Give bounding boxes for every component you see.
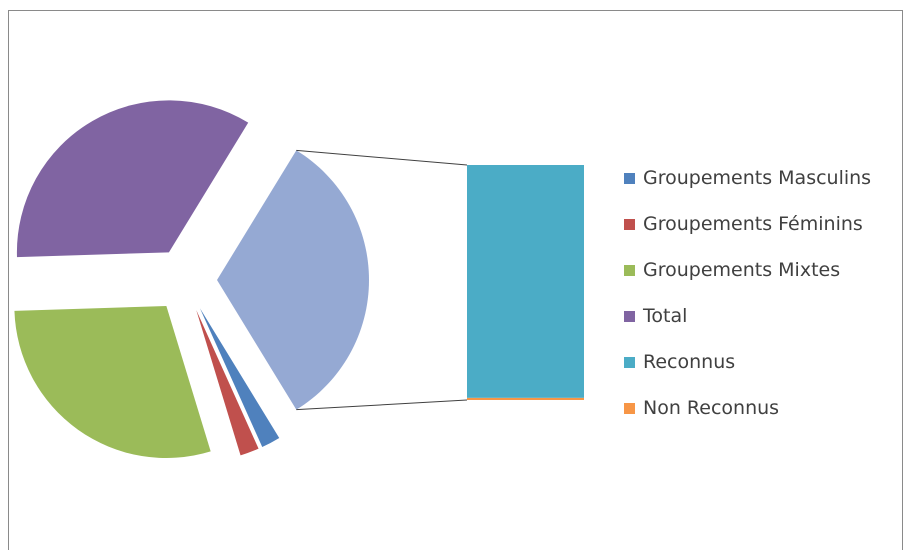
legend-label: Groupements Masculins [643, 166, 872, 189]
legend-item: Total [624, 293, 871, 339]
legend-item: Non Reconnus [624, 385, 871, 431]
legend-item: Groupements Féminins [624, 201, 871, 247]
bar-segment [467, 397, 584, 400]
legend-item: Reconnus [624, 339, 871, 385]
pie-group [14, 100, 370, 459]
pie-slice [196, 309, 259, 456]
legend-swatch [624, 264, 635, 276]
legend-label: Groupements Féminins [643, 212, 863, 235]
chart-frame [8, 10, 903, 550]
pie-slice [199, 308, 280, 447]
legend-swatch [624, 402, 635, 414]
legend-label: Total [643, 304, 688, 327]
legend-label: Groupements Mixtes [643, 258, 841, 281]
legend-swatch [624, 356, 635, 368]
pie-slice [14, 306, 211, 459]
legend-item: Groupements Masculins [624, 155, 871, 201]
bar-segment [467, 165, 584, 398]
legend-label: Reconnus [643, 350, 736, 373]
stacked-bar [467, 165, 584, 400]
pie-slice-other [217, 150, 370, 410]
legend-swatch [624, 310, 635, 322]
connector-line-bottom [296, 399, 468, 411]
connector-line-top [296, 149, 468, 166]
connector-lines [296, 149, 468, 411]
legend-item: Groupements Mixtes [624, 247, 871, 293]
legend: Groupements Masculins Groupements Féminin… [624, 155, 871, 431]
legend-swatch [624, 218, 635, 230]
pie-slice [16, 100, 249, 258]
legend-swatch [624, 172, 635, 184]
legend-label: Non Reconnus [643, 396, 780, 419]
